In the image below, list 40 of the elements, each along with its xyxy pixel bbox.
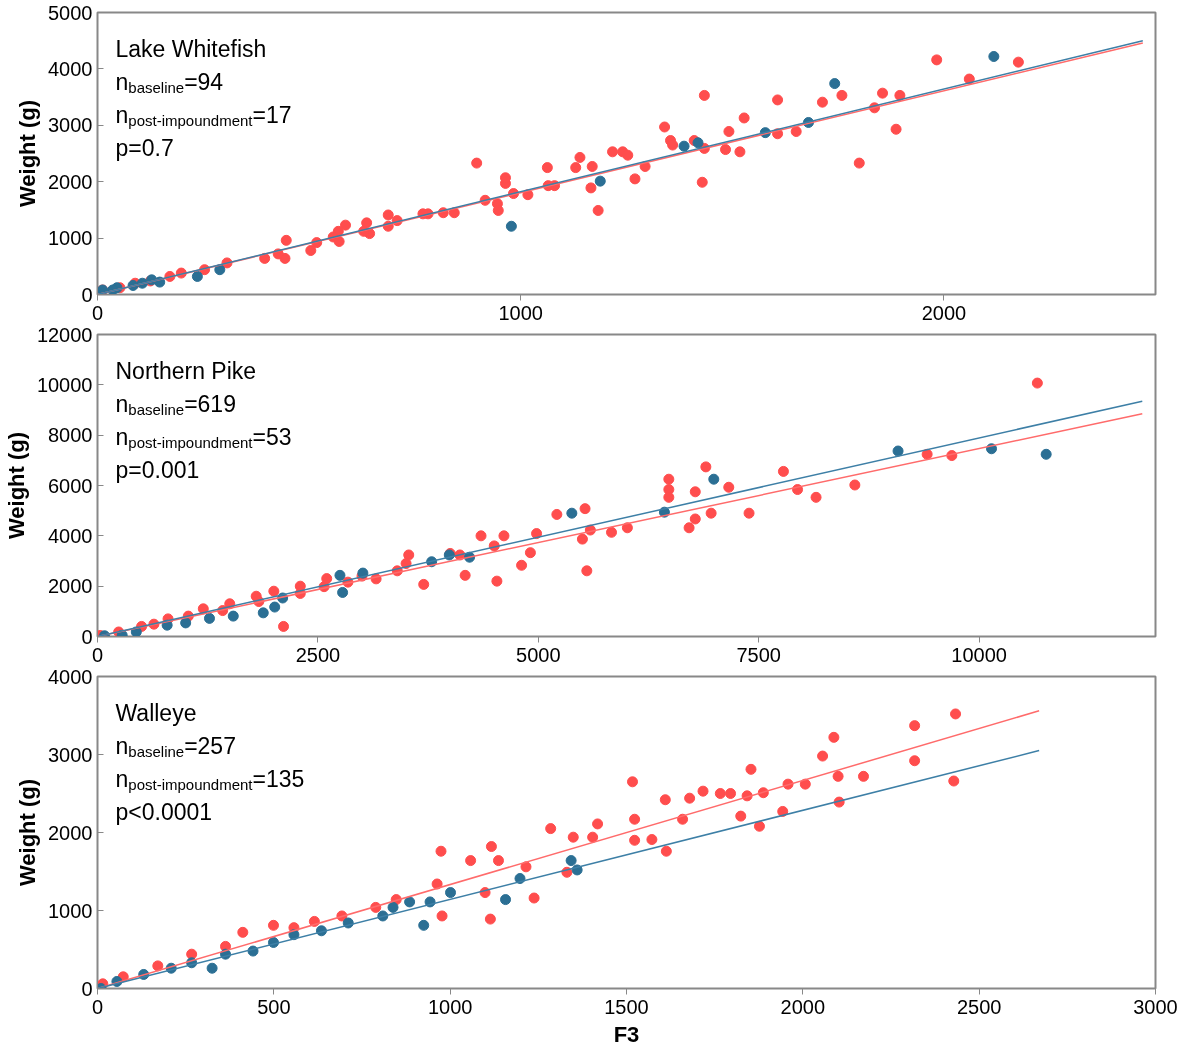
y-tick-label: 6000 <box>48 474 93 497</box>
annotation: p<0.0001 <box>115 798 213 825</box>
x-tick-label: 1000 <box>427 995 473 1018</box>
y-tick-label: 8000 <box>48 424 93 447</box>
x-tick-label: 2000 <box>780 995 826 1018</box>
y-axis-title: Weight (g) <box>3 431 29 540</box>
y-tick-label: 1000 <box>48 227 93 250</box>
y-tick-label: 12000 <box>36 323 93 346</box>
y-tick-label: 2000 <box>48 821 93 844</box>
y-tick-label: 10000 <box>36 373 93 396</box>
y-tick-label: 0 <box>81 977 93 1000</box>
y-tick-label: 2000 <box>48 170 93 193</box>
y-tick-label: 4000 <box>48 524 93 547</box>
x-tick-label: 2000 <box>921 301 967 324</box>
y-tick-label: 4000 <box>48 57 93 80</box>
y-tick-label: 3000 <box>48 114 93 137</box>
y-axis-title: Weight (g) <box>15 778 41 887</box>
x-tick-label: 2500 <box>956 995 1002 1018</box>
y-tick-label: 2000 <box>48 575 93 598</box>
y-tick-label: 4000 <box>48 665 93 688</box>
annotation: Lake Whitefish <box>115 35 267 62</box>
x-tick-label: 2500 <box>295 643 341 666</box>
x-tick-label: 1500 <box>604 995 649 1018</box>
y-axis-title: Weight (g) <box>15 99 41 208</box>
y-tick-label: 5000 <box>48 1 93 24</box>
x-axis-title: F3 <box>613 1021 640 1047</box>
x-tick-label: 500 <box>257 995 291 1018</box>
x-tick-label: 5000 <box>516 643 561 666</box>
y-tick-label: 0 <box>81 283 93 306</box>
annotation: Walleye <box>115 699 197 726</box>
x-tick-label: 7500 <box>736 643 781 666</box>
x-tick-label: 1000 <box>498 301 543 324</box>
y-tick-label: 1000 <box>48 899 93 922</box>
x-tick-label: 10000 <box>951 643 1007 666</box>
y-tick-label: 3000 <box>48 743 93 766</box>
y-tick-label: 0 <box>81 625 93 648</box>
annotation: Northern Pike <box>115 357 257 384</box>
annotation: p=0.001 <box>115 456 200 483</box>
annotation: p=0.7 <box>115 134 174 161</box>
x-tick-label: 3000 <box>1133 995 1178 1018</box>
